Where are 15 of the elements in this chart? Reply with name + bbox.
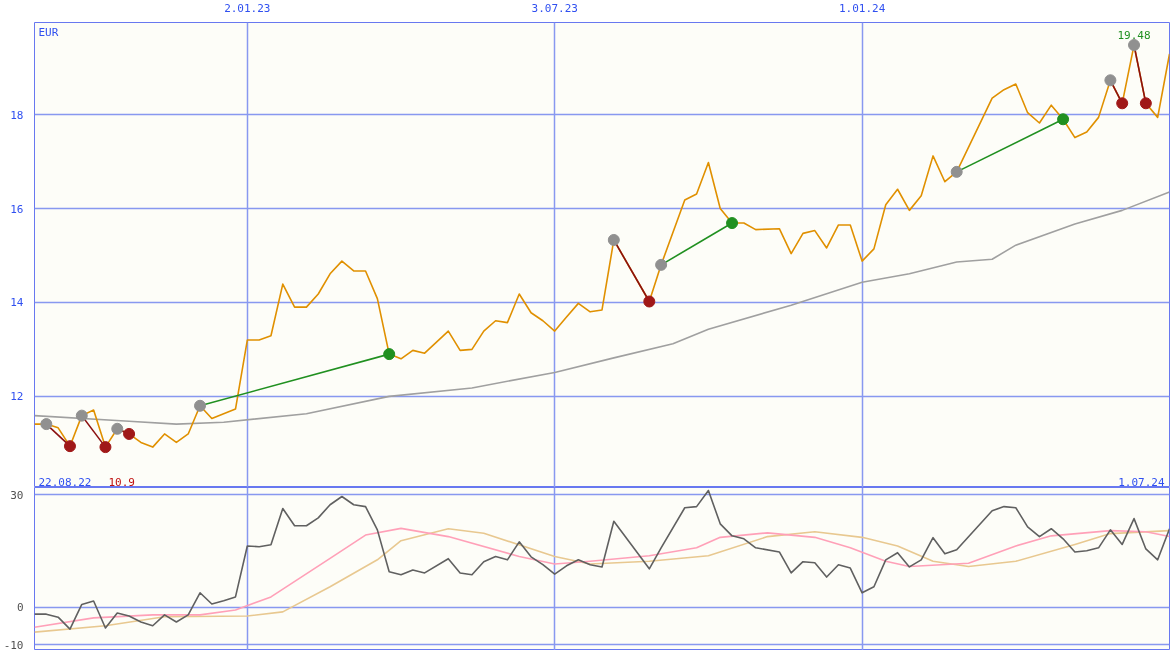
annotation: 10.9 [108, 475, 135, 489]
annotation: 19.48 [1117, 29, 1151, 43]
x-tick-label: 1.01.24 [838, 1, 886, 15]
x-tick-label: 3.07.23 [531, 1, 578, 15]
y-axis-title: EUR [38, 25, 59, 39]
y-tick-label: 12 [10, 390, 24, 404]
y-tick-label: 0 [16, 601, 24, 615]
y-tick-label: 30 [10, 488, 24, 502]
y-tick-label: 14 [10, 296, 24, 310]
y-tick-label: 16 [10, 202, 24, 216]
annotation: 1.07.24 [1118, 475, 1165, 489]
y-tick-label: 18 [10, 108, 24, 122]
y-tick-label: -10 [3, 638, 24, 650]
annotation: 22.08.22 [38, 475, 92, 489]
x-tick-label: 2.01.23 [224, 1, 271, 15]
